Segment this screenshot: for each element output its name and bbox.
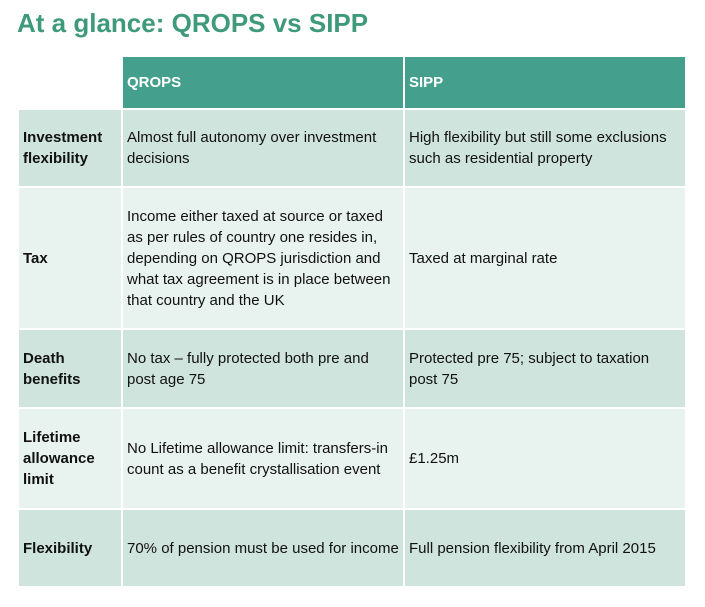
qrops-cell: No Lifetime allowance limit: transfers-i… — [121, 407, 405, 510]
sipp-cell: High flexibility but still some exclusio… — [403, 108, 687, 188]
comparison-table: QROPS SIPP Investment flexibility Almost… — [17, 55, 687, 588]
qrops-cell: No tax – fully protected both pre and po… — [121, 328, 405, 409]
row-label: Flexibility — [17, 508, 123, 588]
header-corner — [17, 55, 123, 110]
qrops-cell: Almost full autonomy over investment dec… — [121, 108, 405, 188]
row-label: Death benefits — [17, 328, 123, 409]
table-header-row: QROPS SIPP — [17, 55, 687, 110]
table-row: Flexibility 70% of pension must be used … — [17, 508, 687, 588]
qrops-cell: 70% of pension must be used for income — [121, 508, 405, 588]
sipp-cell: Full pension flexibility from April 2015 — [403, 508, 687, 588]
sipp-cell: Taxed at marginal rate — [403, 186, 687, 330]
sipp-cell: Protected pre 75; subject to taxation po… — [403, 328, 687, 409]
sipp-cell: £1.25m — [403, 407, 687, 510]
row-label: Tax — [17, 186, 123, 330]
qrops-cell: Income either taxed at source or taxed a… — [121, 186, 405, 330]
row-label: Lifetime allowance limit — [17, 407, 123, 510]
table-row: Lifetime allowance limit No Lifetime all… — [17, 407, 687, 510]
table-row: Investment flexibility Almost full auton… — [17, 108, 687, 188]
table-row: Tax Income either taxed at source or tax… — [17, 186, 687, 330]
table-row: Death benefits No tax – fully protected … — [17, 328, 687, 409]
page-title: At a glance: QROPS vs SIPP — [17, 8, 369, 38]
header-sipp: SIPP — [403, 55, 687, 110]
header-qrops: QROPS — [121, 55, 405, 110]
row-label: Investment flexibility — [17, 108, 123, 188]
